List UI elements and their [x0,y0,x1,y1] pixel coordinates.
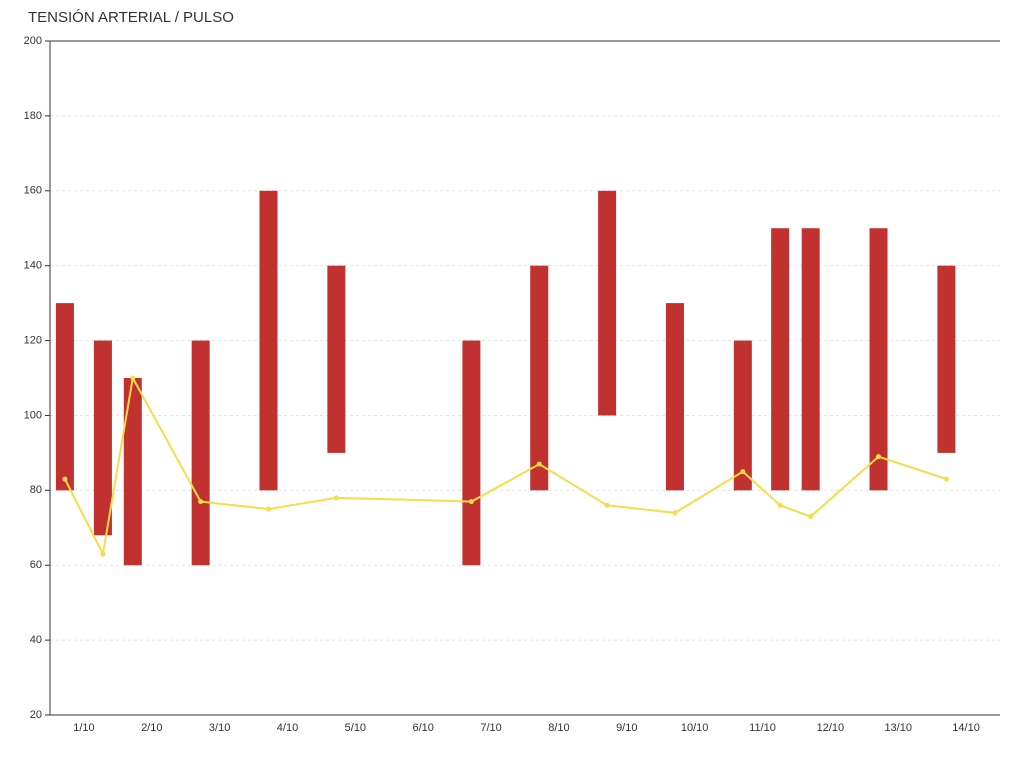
y-tick-label: 40 [30,634,42,646]
pulse-point [672,510,678,516]
pulse-point [62,476,68,482]
x-tick-label: 6/10 [413,722,434,734]
x-tick-label: 3/10 [209,722,230,734]
range-bar [259,190,278,491]
x-tick-label: 9/10 [616,722,637,734]
pulse-point [740,469,746,475]
range-bar [327,265,346,453]
y-tick-label: 80 [30,484,42,496]
y-tick-label: 60 [30,559,42,571]
x-tick-label: 1/10 [73,722,94,734]
pulse-point [604,502,610,508]
range-bar [55,303,74,491]
pulse-point [130,375,136,381]
range-bar [598,190,617,416]
range-bar [93,340,112,536]
x-tick-label: 11/10 [749,722,776,734]
chart-title: TENSIÓN ARTERIAL / PULSO [28,9,234,26]
pulse-point [808,514,814,520]
x-tick-label: 2/10 [141,722,162,734]
range-bar [801,228,820,491]
range-bar [869,228,888,491]
x-tick-label: 12/10 [817,722,845,734]
x-tick-label: 10/10 [681,722,709,734]
x-tick-label: 8/10 [548,722,569,734]
range-bar [191,340,210,566]
range-bar [462,340,481,566]
pulse-point [198,499,204,505]
pulse-point [266,506,271,512]
range-bar [530,265,549,491]
x-tick-label: 14/10 [952,722,980,734]
y-tick-label: 180 [24,110,42,122]
range-bar [771,228,790,491]
pulse-point [777,502,783,508]
y-tick-label: 120 [24,334,42,346]
y-tick-label: 140 [24,260,42,272]
range-bar [733,340,752,491]
y-tick-label: 200 [24,35,42,47]
y-tick-label: 100 [24,409,42,421]
range-bar [123,378,142,566]
pulse-point [333,495,339,501]
pulse-point [100,551,106,557]
pulse-point [536,461,542,467]
pulse-point [876,454,882,460]
x-tick-label: 4/10 [277,722,298,734]
y-tick-label: 160 [24,185,42,197]
x-tick-label: 5/10 [345,722,366,734]
x-tick-label: 13/10 [884,722,912,734]
range-bar [937,265,956,453]
pulse-point [468,499,474,505]
x-tick-label: 7/10 [480,722,501,734]
y-tick-label: 20 [30,709,42,721]
pulse-point [943,476,949,482]
range-bar [665,303,684,491]
